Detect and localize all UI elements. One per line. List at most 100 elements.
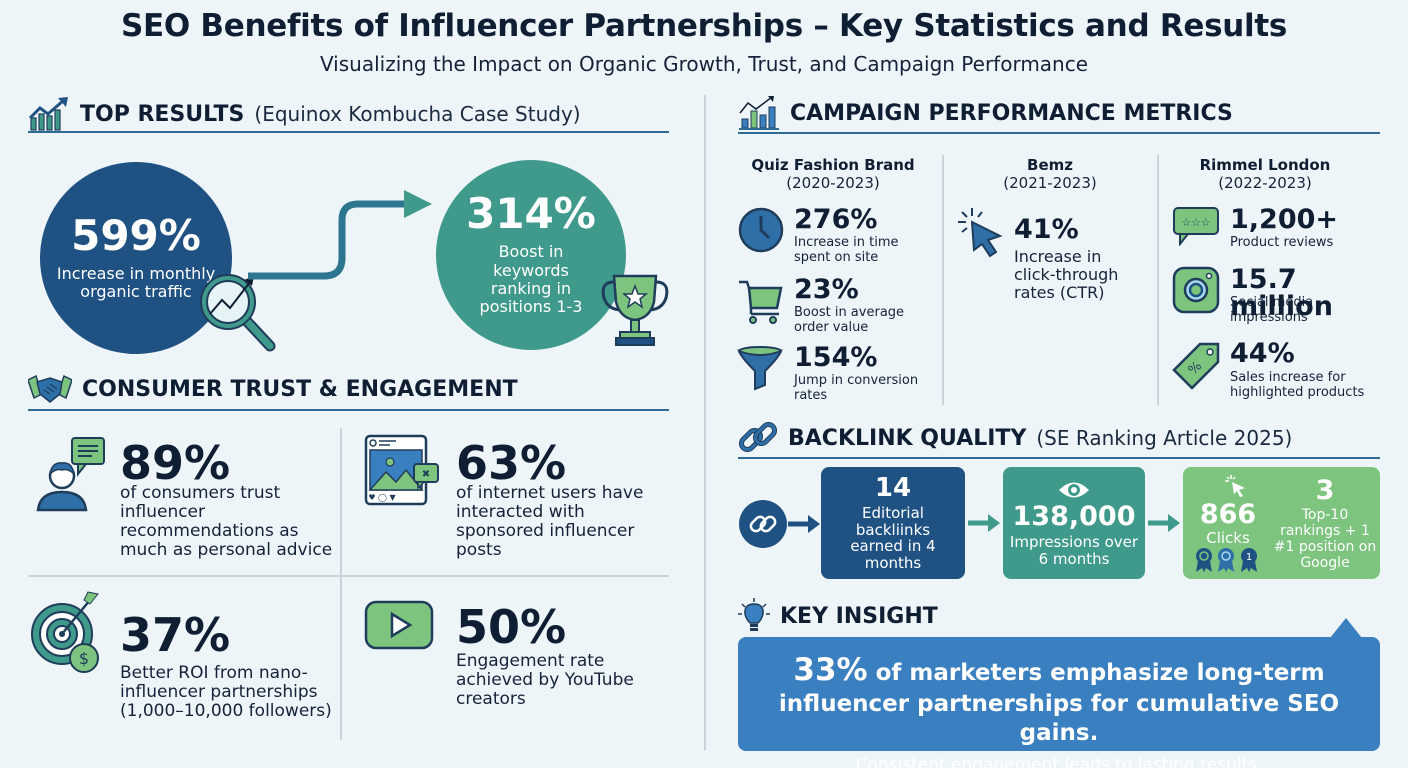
section-title: CAMPAIGN PERFORMANCE METRICS <box>790 100 1233 126</box>
award-ribbons-icon: 1 <box>1196 548 1257 572</box>
step-value: 866 <box>1199 499 1257 530</box>
metric-value: 154% <box>794 342 878 373</box>
stat-label: of internet users have interacted with s… <box>456 483 644 561</box>
column-divider <box>704 95 706 750</box>
stat-circle-traffic: 599% Increase in monthly organic traffic <box>40 162 232 354</box>
section-rule <box>738 132 1380 134</box>
bar-chart-icon <box>739 96 779 130</box>
metric-value: 23% <box>794 274 859 305</box>
brand-name: Rimmel London <box>1199 156 1331 174</box>
grid-divider-horizontal <box>28 575 669 577</box>
step-label: Editorial backliinks earned in 4 months <box>850 504 936 572</box>
brand-name: Bemz <box>1027 156 1073 174</box>
stat-label: Engagement rate achieved by YouTube crea… <box>456 651 634 710</box>
stat-value: 314% <box>466 189 596 239</box>
flow-arrow-icon <box>248 190 432 280</box>
stat-label: Better ROI from nano-influencer partners… <box>120 663 332 722</box>
svg-text:$: $ <box>79 649 89 668</box>
metric-label: Sales increase for highlighted products <box>1230 370 1365 400</box>
review-stars-icon: ☆☆☆ <box>1173 207 1219 246</box>
brand-years: (2020-2023) <box>786 174 880 192</box>
section-title: BACKLINK QUALITY <box>788 425 1027 451</box>
insight-statement: 33% of marketers emphasize long-term inf… <box>738 651 1380 747</box>
section-title: TOP RESULTS <box>80 101 245 127</box>
stat-value: 50% <box>456 600 567 654</box>
consumer-trust-heading: CONSUMER TRUST & ENGAGEMENT <box>28 372 518 406</box>
cart-icon <box>739 280 783 324</box>
magnifier-trend-icon <box>200 274 276 352</box>
metric-value: 276% <box>794 204 878 235</box>
section-title: KEY INSIGHT <box>780 603 938 629</box>
target-dollar-icon: $ <box>31 591 99 673</box>
metric-value: 15.7 million <box>1230 264 1333 322</box>
stat-value: 63% <box>456 436 567 490</box>
step-label: Clicks <box>1206 529 1250 547</box>
brand-divider <box>942 155 944 405</box>
section-rule <box>28 409 669 411</box>
backlink-step-editorial: 14 Editorial backliinks earned in 4 mont… <box>821 467 965 579</box>
metric-label: Increase in click-through rates (CTR) <box>1014 247 1119 302</box>
section-note: (Equinox Kombucha Case Study) <box>254 102 581 126</box>
insight-subtext: Consistent engagement leads to lasting r… <box>855 755 1263 768</box>
metric-value: 1,200+ <box>1230 204 1339 235</box>
stat-label: Increase in monthly organic traffic <box>56 263 216 301</box>
top-results-heading: TOP RESULTS (Equinox Kombucha Case Study… <box>28 96 581 132</box>
brand-header-quiz: Quiz Fashion Brand (2020-2023) <box>738 156 928 192</box>
svg-text:1: 1 <box>1246 552 1252 563</box>
chain-link-circle-icon <box>739 500 820 548</box>
campaign-heading: CAMPAIGN PERFORMANCE METRICS <box>738 95 1233 131</box>
step-value: 3 <box>1315 475 1335 506</box>
chain-link-icon <box>738 421 778 453</box>
backlink-step-impressions: 138,000 Impressions over 6 months <box>1003 467 1145 579</box>
brand-divider <box>1157 155 1159 405</box>
svg-text:☆☆☆: ☆☆☆ <box>1181 216 1211 229</box>
backlink-heading: BACKLINK QUALITY (SE Ranking Article 202… <box>738 420 1292 456</box>
social-post-icon: ✖ ♥ ◯ ▼ <box>364 434 439 506</box>
key-insight-heading: KEY INSIGHT <box>738 598 938 634</box>
handshake-icon <box>28 374 72 403</box>
stat-value: 37% <box>120 608 231 662</box>
clock-icon <box>738 207 784 253</box>
step-value: 138,000 <box>1012 501 1136 532</box>
cursor-click-icon <box>1225 475 1245 497</box>
person-chat-icon <box>36 437 105 512</box>
step-label: Impressions over 6 months <box>1009 533 1139 568</box>
stat-circle-keywords: 314% Boost in keywords ranking in positi… <box>436 160 626 350</box>
key-insight-box: 33% of marketers emphasize long-term inf… <box>738 637 1380 768</box>
stat-value: 599% <box>71 210 201 260</box>
cursor-click-icon <box>958 208 1003 258</box>
grid-divider-vertical <box>340 428 342 740</box>
callout-pointer <box>1330 618 1362 638</box>
metric-label: Increase in time spent on site <box>794 235 899 265</box>
metric-value: 41% <box>1014 214 1079 245</box>
metric-value: 44% <box>1230 338 1295 369</box>
trophy-icon <box>601 274 669 346</box>
metric-label: Product reviews <box>1230 235 1334 250</box>
page-title: SEO Benefits of Influencer Partnerships … <box>120 8 1288 44</box>
stat-label: Boost in keywords ranking in positions 1… <box>479 242 583 317</box>
brand-years: (2022-2023) <box>1218 174 1312 192</box>
stat-label: of consumers trust influencer recommenda… <box>120 483 333 561</box>
flow-arrow-icon <box>968 514 1000 532</box>
page-subtitle: Visualizing the Impact on Organic Growth… <box>319 52 1089 76</box>
section-rule <box>28 131 669 133</box>
funnel-icon <box>737 346 783 391</box>
metric-label: Boost in average order value <box>794 305 905 335</box>
stat-value: 89% <box>120 436 231 490</box>
section-title: CONSUMER TRUST & ENGAGEMENT <box>82 376 518 402</box>
metric-label: Jump in conversion rates <box>794 373 919 403</box>
flow-arrow-icon <box>1148 514 1180 532</box>
insight-highlight: 33% <box>793 652 868 688</box>
growth-chart-icon <box>28 97 68 131</box>
brand-header-rimmel: Rimmel London (2022-2023) <box>1170 156 1360 192</box>
backlink-step-results: 866 Clicks 1 3 Top-10 rankings + 1 #1 po… <box>1183 467 1380 579</box>
brand-years: (2021-2023) <box>1003 174 1097 192</box>
lightbulb-icon <box>738 598 770 631</box>
insight-text: of marketers emphasize long-term influen… <box>778 660 1340 746</box>
price-tag-icon: % <box>1172 342 1220 390</box>
step-label: Top-10 rankings + 1 #1 position on Googl… <box>1273 507 1377 572</box>
eye-icon <box>1059 482 1089 498</box>
step-value: 14 <box>874 473 912 503</box>
instagram-icon <box>1172 266 1220 314</box>
section-rule <box>738 457 1380 459</box>
